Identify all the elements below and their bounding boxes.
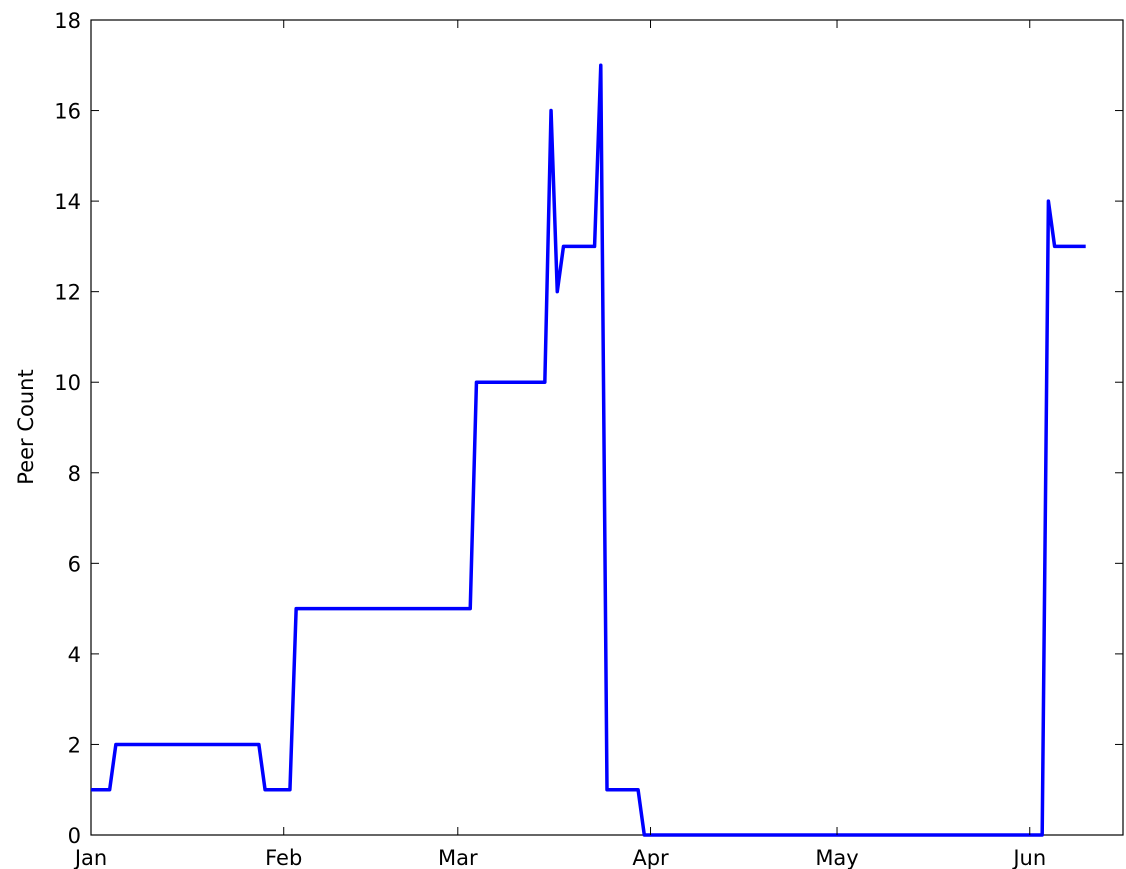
x-tick-label: Jan [73, 846, 107, 869]
y-axis-label: Peer Count [14, 369, 38, 484]
y-tick-label: 2 [68, 733, 81, 757]
x-tick-label: May [815, 846, 858, 869]
x-tick-label: Mar [438, 846, 478, 869]
plot-frame [90, 19, 1124, 836]
x-tick-label: Jun [1011, 846, 1046, 869]
x-tick-label: Apr [632, 846, 669, 869]
y-tick-label: 0 [68, 824, 81, 848]
axis-ticks: 0 2 4 6 8 10 12 14 16 18 Jan Feb Mar Apr May Jun [54, 9, 1123, 869]
y-tick-label: 14 [54, 190, 81, 214]
series-line [91, 63, 1086, 837]
y-tick-label: 4 [68, 643, 81, 667]
y-tick-label: 8 [68, 462, 81, 486]
x-tick-label: Feb [265, 846, 302, 869]
y-tick-label: 16 [54, 100, 81, 124]
y-tick-label: 6 [68, 552, 81, 576]
y-tick-label: 10 [54, 371, 81, 395]
plot-area [90, 19, 1124, 837]
y-tick-label: 18 [54, 9, 81, 33]
y-tick-label: 12 [54, 281, 81, 305]
